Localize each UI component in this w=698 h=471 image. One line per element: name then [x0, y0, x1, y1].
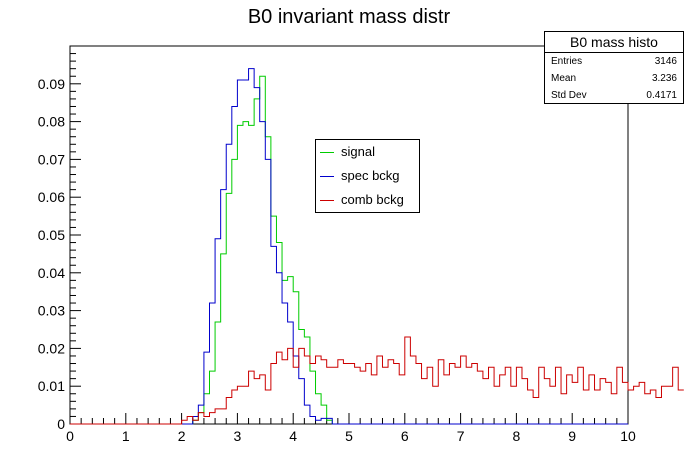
- series-line-spec-bckg: [70, 68, 628, 425]
- y-tick-label: 0.06: [38, 189, 65, 205]
- y-tick-label: 0.07: [38, 151, 65, 167]
- legend-item-spec-bckg: spec bckg: [316, 164, 419, 188]
- y-tick-label: 0.02: [38, 340, 65, 356]
- legend-label: comb bckg: [341, 192, 404, 207]
- x-tick-label: 10: [620, 428, 636, 444]
- x-tick-label: 7: [457, 428, 465, 444]
- y-tick-label: 0.01: [38, 378, 65, 394]
- series-line-comb-bckg: [70, 336, 684, 425]
- y-tick-label: 0.04: [38, 265, 65, 281]
- x-tick-label: 0: [66, 428, 74, 444]
- y-tick-label: 0.05: [38, 227, 65, 243]
- y-tick-label: 0.03: [38, 303, 65, 319]
- chart-title: B0 invariant mass distr: [247, 6, 451, 28]
- stats-row-mean: Mean 3.236: [545, 70, 683, 87]
- stats-box: B0 mass histo Entries 3146 Mean 3.236 St…: [544, 31, 684, 104]
- x-tick-label: 9: [568, 428, 576, 444]
- y-tick-label: 0.08: [38, 114, 65, 130]
- legend-item-signal: signal: [316, 140, 419, 164]
- x-tick-label: 2: [178, 428, 186, 444]
- y-tick-label: 0: [57, 416, 65, 432]
- stats-label: Mean: [551, 73, 577, 84]
- legend-label: signal: [341, 144, 375, 159]
- legend: signal spec bckg comb bckg: [315, 139, 420, 213]
- legend-swatch: [320, 200, 334, 201]
- stats-label: Std Dev: [551, 90, 587, 101]
- stats-row-stddev: Std Dev 0.4171: [545, 87, 683, 104]
- x-tick-label: 5: [345, 428, 353, 444]
- x-tick-label: 3: [234, 428, 242, 444]
- stats-value: 3146: [654, 56, 677, 67]
- stats-value: 0.4171: [646, 90, 677, 101]
- x-tick-label: 8: [513, 428, 521, 444]
- legend-swatch: [320, 176, 334, 177]
- legend-label: spec bckg: [341, 168, 400, 183]
- legend-swatch: [320, 152, 334, 153]
- x-tick-label: 4: [289, 428, 297, 444]
- stats-value: 3.236: [651, 73, 677, 84]
- x-tick-label: 6: [401, 428, 409, 444]
- stats-label: Entries: [551, 56, 583, 67]
- stats-row-entries: Entries 3146: [545, 53, 683, 70]
- y-tick-label: 0.09: [38, 76, 65, 92]
- x-tick-label: 1: [122, 428, 130, 444]
- stats-title: B0 mass histo: [545, 32, 683, 53]
- legend-item-comb-bckg: comb bckg: [316, 188, 419, 212]
